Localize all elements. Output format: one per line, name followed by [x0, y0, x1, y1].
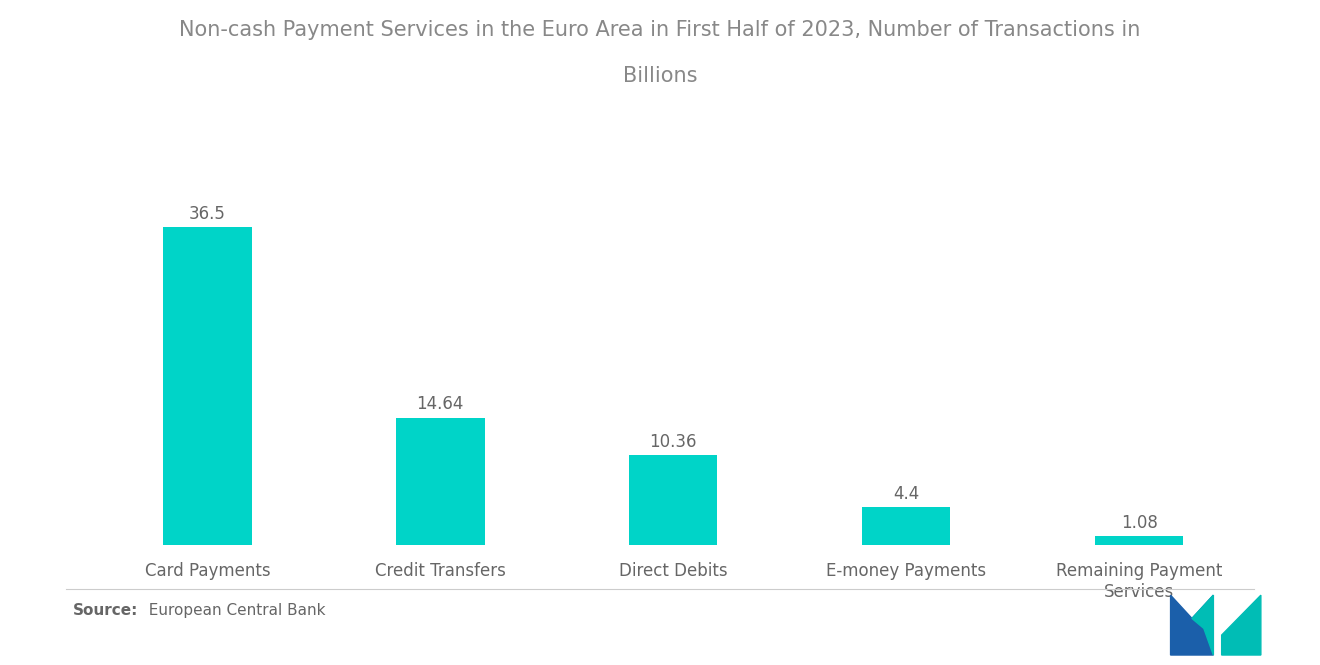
Polygon shape: [1171, 595, 1213, 655]
Polygon shape: [1192, 595, 1213, 655]
Text: 36.5: 36.5: [189, 205, 226, 223]
Text: 14.64: 14.64: [417, 396, 463, 414]
Bar: [628, 455, 718, 545]
Text: 10.36: 10.36: [649, 433, 697, 451]
Bar: [396, 418, 484, 545]
Polygon shape: [1222, 595, 1261, 655]
Text: Billions: Billions: [623, 66, 697, 86]
Bar: [862, 507, 950, 545]
Text: European Central Bank: European Central Bank: [139, 603, 325, 618]
Bar: [164, 227, 252, 545]
Text: 4.4: 4.4: [894, 485, 919, 503]
Text: 1.08: 1.08: [1121, 513, 1158, 531]
Text: Source:: Source:: [73, 603, 139, 618]
Text: Non-cash Payment Services in the Euro Area in First Half of 2023, Number of Tran: Non-cash Payment Services in the Euro Ar…: [180, 20, 1140, 40]
Bar: [1094, 536, 1183, 545]
